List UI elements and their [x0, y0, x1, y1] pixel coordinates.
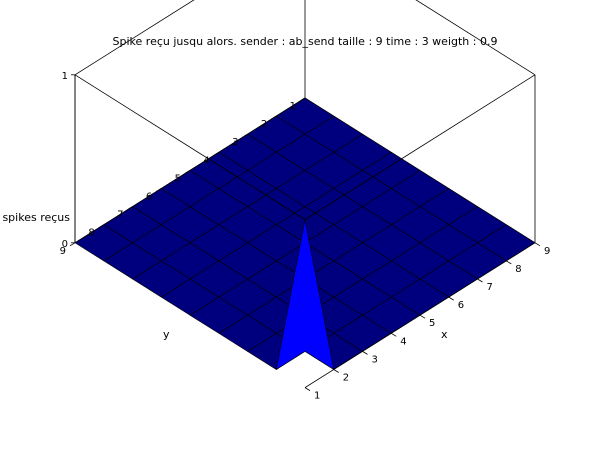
x-tick-mark: [362, 351, 368, 355]
box-edge: [74, 74, 306, 220]
y-tick-label: 7: [117, 210, 123, 221]
z-axis-label: spikes reçus: [2, 211, 70, 224]
box-edge: [304, 74, 536, 220]
y-tick-label: 6: [146, 192, 152, 203]
y-tick-label: 4: [203, 155, 209, 166]
surface-faces: [74, 97, 536, 371]
z-axis-ticks: 01: [62, 71, 76, 250]
axes-box-front: [74, 74, 536, 220]
chart-title: Spike reçu jusqu alors. sender : ab_send…: [113, 35, 498, 48]
x-tick-label: 6: [458, 300, 464, 311]
x-tick-label: 2: [343, 373, 349, 384]
x-tick-label: 1: [314, 391, 320, 402]
y-tick-mark: [271, 115, 277, 120]
y-tick-mark: [299, 97, 306, 102]
x-tick-label: 9: [544, 246, 550, 257]
x-tick-label: 5: [429, 318, 435, 329]
x-tick-mark: [506, 260, 512, 265]
y-tick-label: 3: [232, 137, 238, 148]
y-tick-mark: [127, 206, 133, 210]
x-axis-label: x: [441, 328, 448, 341]
y-tick-mark: [156, 188, 162, 192]
y-tick-mark: [184, 170, 191, 174]
x-axis-ticks: 1 2 3 4 5 6 7 8 9: [304, 242, 550, 402]
x-tick-mark: [333, 369, 339, 373]
x-tick-mark: [391, 332, 397, 337]
x-tick-mark: [419, 314, 426, 319]
x-tick-label: 7: [487, 282, 493, 293]
x-tick-mark: [477, 278, 483, 283]
x-tick-label: 3: [372, 354, 378, 365]
z-tick-label: 1: [62, 71, 68, 82]
y-tick-mark: [69, 242, 76, 247]
x-tick-label: 4: [400, 336, 406, 347]
z-tick-label: 0: [62, 239, 68, 250]
y-axis-label: y: [163, 328, 170, 341]
y-tick-label: 1: [290, 101, 296, 112]
x-tick-label: 8: [515, 264, 521, 275]
y-axis-ticks: 1 2 3 4 5 6 7 8 9: [60, 97, 306, 257]
y-tick-label: 8: [88, 228, 94, 239]
y-tick-mark: [98, 224, 104, 229]
x-tick-mark: [534, 242, 541, 247]
box-edge: [74, 0, 195, 76]
y-tick-label: 5: [175, 173, 181, 184]
y-tick-label: 9: [60, 246, 66, 257]
y-tick-mark: [213, 151, 219, 156]
y-tick-mark: [242, 133, 248, 138]
x-tick-mark: [448, 296, 454, 301]
box-edge: [415, 0, 536, 76]
x-tick-mark: [304, 387, 311, 391]
y-tick-label: 2: [261, 119, 267, 130]
